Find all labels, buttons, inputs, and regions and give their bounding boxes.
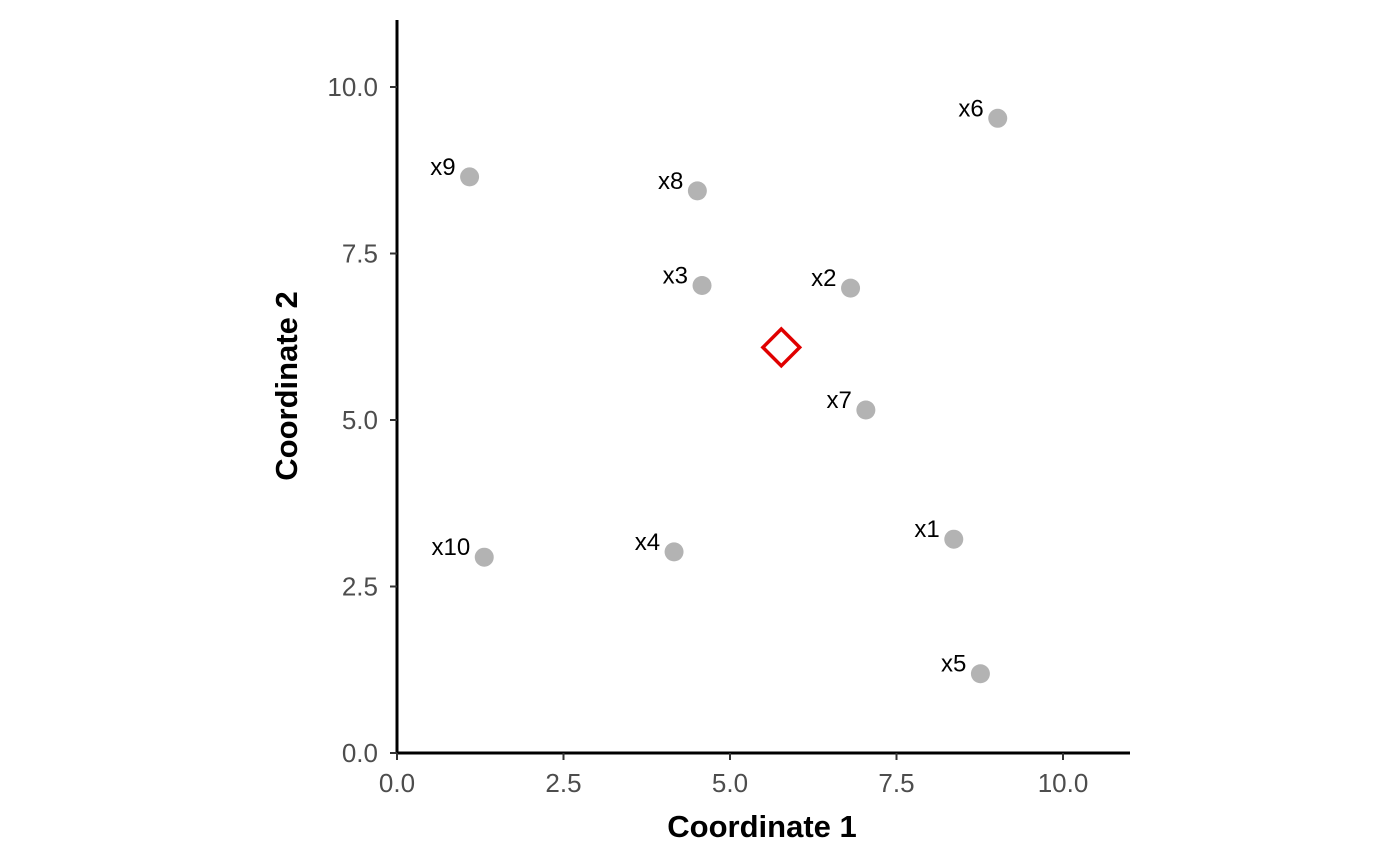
x-axis-title: Coordinate 1	[667, 809, 856, 844]
point-x9	[460, 167, 480, 187]
x-tick-label: 10.0	[1038, 768, 1089, 798]
points	[460, 108, 1008, 684]
axes	[395, 20, 1130, 755]
point-label-x7: x7	[827, 387, 852, 414]
y-ticks: 0.0 2.5 5.0 7.5 10.0	[327, 72, 397, 768]
y-tick-label: 7.5	[342, 239, 378, 269]
y-tick-label: 10.0	[327, 72, 378, 102]
y-tick-label: 5.0	[342, 405, 378, 435]
x-ticks: 0.0 2.5 5.0 7.5 10.0	[379, 753, 1088, 798]
point-label-x6: x6	[958, 95, 983, 122]
y-axis-title: Coordinate 2	[269, 291, 304, 480]
y-tick-label: 0.0	[342, 738, 378, 768]
point-x10	[474, 547, 494, 567]
point-x2	[841, 278, 861, 298]
point-label-x5: x5	[941, 651, 966, 678]
point-x4	[664, 542, 684, 562]
point-x1	[944, 529, 964, 549]
point-label-x2: x2	[811, 265, 836, 292]
x-tick-label: 2.5	[545, 768, 581, 798]
y-tick-label: 2.5	[342, 572, 378, 602]
x-tick-label: 0.0	[379, 768, 415, 798]
point-label-x8: x8	[658, 168, 683, 195]
x-tick-label: 7.5	[878, 768, 914, 798]
centroid-marker	[760, 326, 803, 369]
point-x5	[970, 664, 990, 684]
point-x6	[988, 108, 1008, 128]
x-tick-label: 5.0	[712, 768, 748, 798]
point-label-x10: x10	[432, 534, 471, 561]
point-label-x3: x3	[663, 262, 688, 289]
point-x3	[692, 275, 712, 295]
point-label-x1: x1	[914, 516, 939, 543]
point-x7	[856, 400, 876, 420]
point-label-x4: x4	[635, 529, 660, 556]
point-label-x9: x9	[430, 154, 455, 181]
point-x8	[687, 181, 707, 201]
point-labels: x1 x2 x3 x4 x5 x6 x7 x8 x9 x10	[430, 95, 983, 677]
